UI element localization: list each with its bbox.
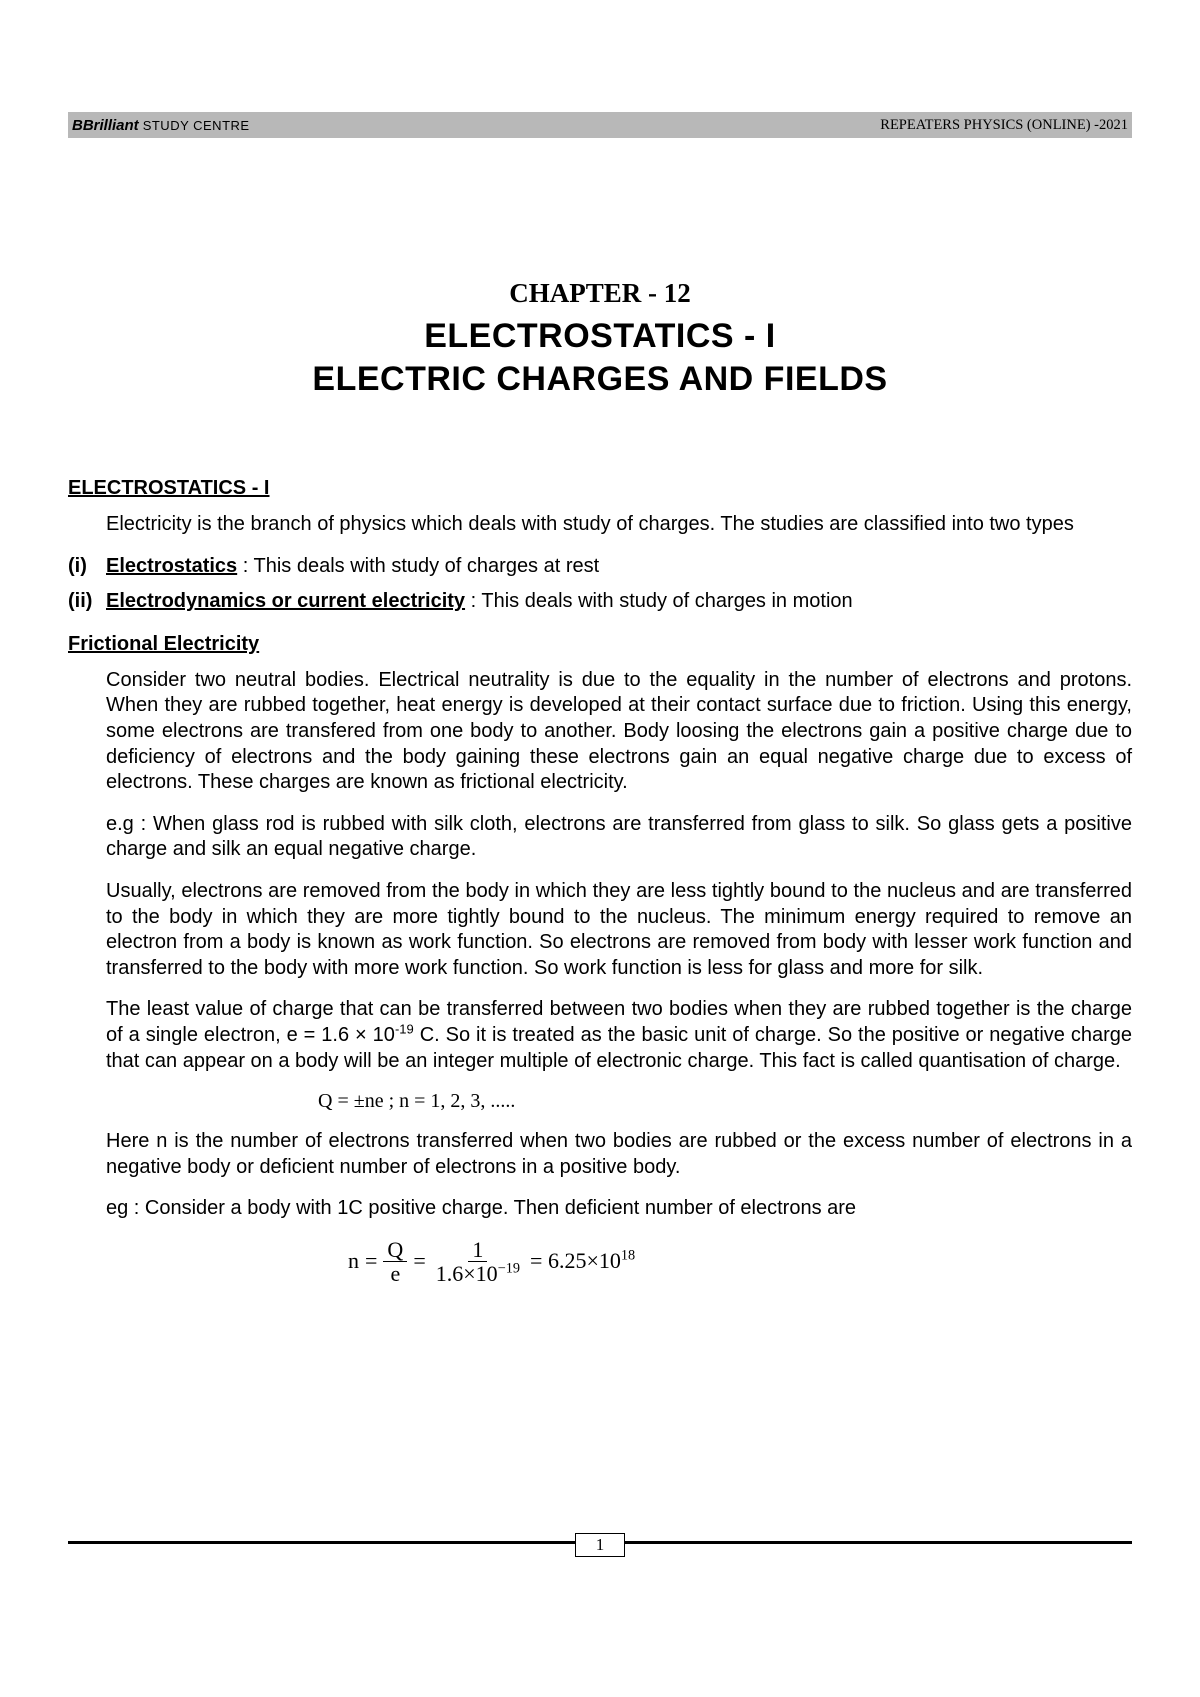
rhs-a: = 6.25×10 <box>530 1248 621 1273</box>
para-frictional-1: Consider two neutral bodies. Electrical … <box>106 668 1132 796</box>
formula-eq1: = <box>365 1248 377 1274</box>
formula-eq2: = <box>413 1248 425 1274</box>
section-heading-electrostatics: ELECTROSTATICS - I <box>68 477 1132 500</box>
list-body-i: Electrostatics : This deals with study o… <box>106 554 1132 580</box>
formula-quantisation: Q = ±ne ; n = 1, 2, 3, ..... <box>318 1090 1132 1113</box>
title-line-2: ELECTRIC CHARGES AND FIELDS <box>68 360 1132 399</box>
page-number: 1 <box>575 1533 626 1557</box>
para-frictional-4: The least value of charge that can be tr… <box>106 997 1132 1074</box>
footer-rule: 1 <box>68 1531 1132 1555</box>
brand-bold: BBrilliant <box>72 117 139 134</box>
brand-small: STUDY CENTRE <box>143 118 250 133</box>
term-electrodynamics: Electrodynamics or current electricity <box>106 590 465 612</box>
list-marker-ii: (ii) <box>68 589 106 615</box>
para-frictional-2: e.g : When glass rod is rubbed with silk… <box>106 812 1132 863</box>
term-electrostatics: Electrostatics <box>106 555 237 577</box>
para-example: eg : Consider a body with 1C positive ch… <box>106 1196 1132 1222</box>
fraction-1-over-e: 1 1.6×10−19 <box>432 1238 524 1285</box>
header-course-label: REPEATERS PHYSICS (ONLINE) -2021 <box>880 117 1128 134</box>
formula-lhs: n <box>348 1248 359 1274</box>
fraction-Q-over-e: Q e <box>383 1238 407 1285</box>
frac1-den: e <box>386 1262 404 1285</box>
list-item-i: (i) Electrostatics : This deals with stu… <box>68 554 1132 580</box>
title-line-1: ELECTROSTATICS - I <box>68 317 1132 356</box>
frac1-num: Q <box>383 1238 407 1262</box>
subheading-frictional: Frictional Electricity <box>68 633 1132 656</box>
para-here-n: Here n is the number of electrons transf… <box>106 1129 1132 1180</box>
footer-line-left <box>68 1541 575 1544</box>
formula-n-equals: n = Q e = 1 1.6×10−19 = 6.25×1018 <box>348 1238 1132 1285</box>
footer-line-right <box>625 1541 1132 1544</box>
rest-ii: : This deals with study of charges in mo… <box>465 590 853 612</box>
frac2-den-a: 1.6×10 <box>436 1261 498 1286</box>
chapter-label: CHAPTER - 12 <box>68 278 1132 309</box>
exp-minus19: -19 <box>395 1021 414 1036</box>
intro-paragraph: Electricity is the branch of physics whi… <box>106 512 1132 538</box>
content-block: ELECTROSTATICS - I Electricity is the br… <box>68 477 1132 1285</box>
list-body-ii: Electrodynamics or current electricity :… <box>106 589 1132 615</box>
frac2-den: 1.6×10−19 <box>432 1262 524 1285</box>
list-item-ii: (ii) Electrodynamics or current electric… <box>68 589 1132 615</box>
formula-rhs: = 6.25×1018 <box>530 1248 635 1274</box>
rest-i: : This deals with study of charges at re… <box>237 555 599 577</box>
brand-block: BBrilliant STUDY CENTRE <box>72 117 250 134</box>
frac2-den-exp: −19 <box>498 1261 520 1277</box>
para-frictional-3: Usually, electrons are removed from the … <box>106 879 1132 981</box>
frac2-num: 1 <box>468 1238 487 1262</box>
list-marker-i: (i) <box>68 554 106 580</box>
rhs-exp: 18 <box>621 1248 635 1264</box>
page-header-bar: BBrilliant STUDY CENTRE REPEATERS PHYSIC… <box>68 112 1132 138</box>
